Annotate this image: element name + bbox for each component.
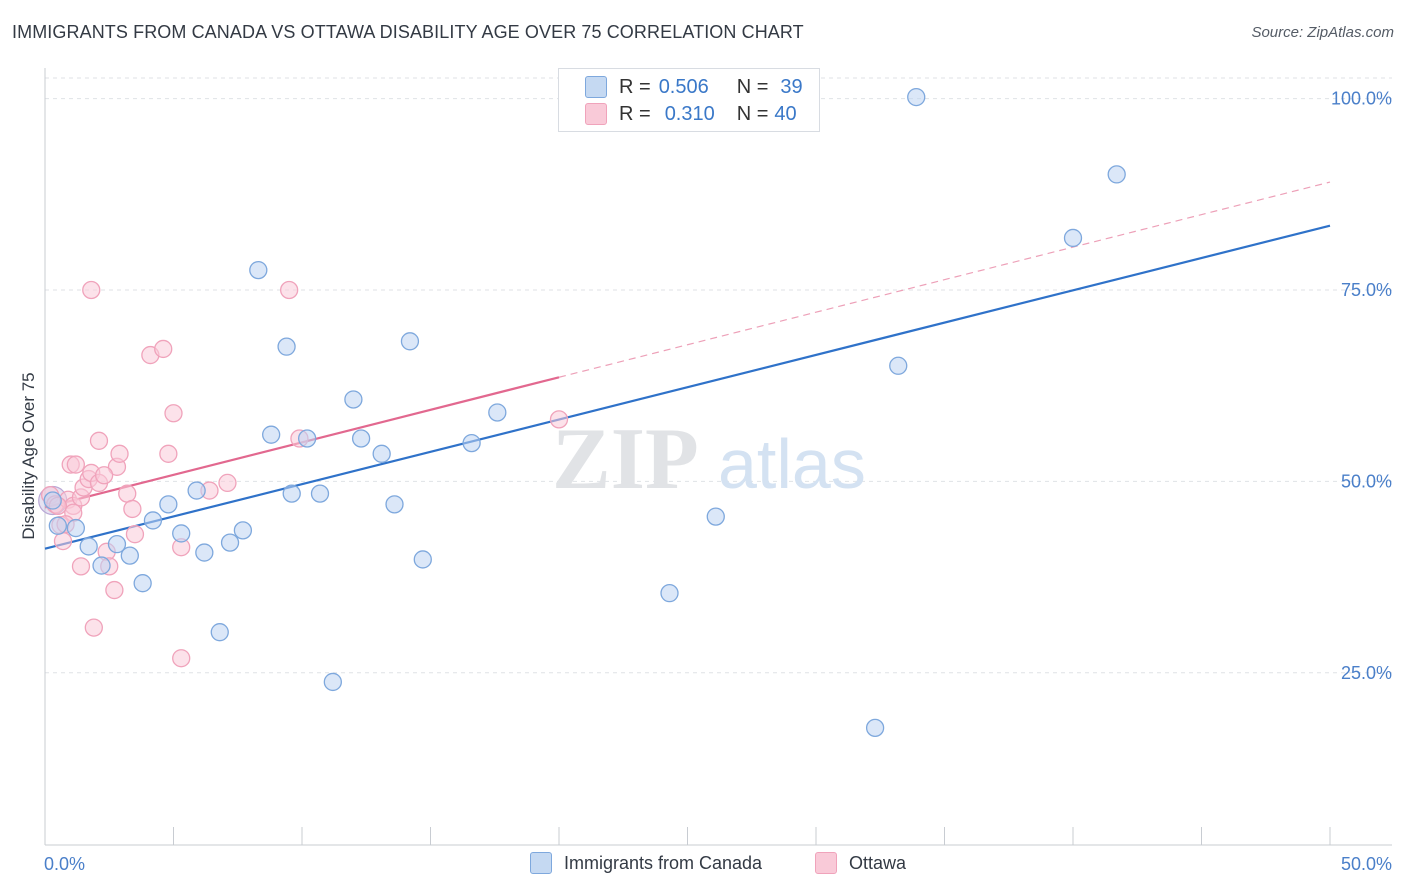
point-canada [323, 672, 342, 692]
point-ottawa [110, 444, 129, 463]
point-canada [172, 524, 191, 543]
x-tick-label: 50.0% [1341, 854, 1392, 874]
point-ottawa [89, 431, 109, 450]
point-ottawa [94, 466, 114, 485]
point-ottawa [164, 404, 183, 423]
point-canada [297, 429, 317, 448]
point-canada [233, 521, 253, 540]
point-canada [1063, 228, 1083, 248]
point-ottawa [53, 531, 73, 551]
point-canada [66, 518, 85, 538]
chart-source: Source: ZipAtlas.com [1251, 24, 1394, 41]
point-canada [310, 484, 330, 503]
trend-line-ottawa-extended [558, 181, 1331, 378]
trend-line-canada [44, 224, 1331, 550]
point-canada [107, 535, 127, 554]
point-canada [660, 583, 679, 603]
point-canada [351, 429, 371, 448]
point-ottawa [84, 618, 103, 637]
y-axis-label: Disability Age Over 75 [19, 372, 38, 539]
y-tick-label: 50.0% [1341, 471, 1392, 491]
point-canada [488, 403, 507, 422]
point-canada [1107, 165, 1126, 184]
legend-label-canada: Immigrants from Canada [564, 852, 763, 873]
legend-r-label: R = [619, 102, 651, 125]
legend-n-value-ottawa: 40 [774, 102, 797, 125]
point-canada [277, 337, 296, 356]
point-ottawa [172, 649, 191, 668]
point-canada [195, 543, 214, 562]
point-canada [282, 484, 301, 503]
axes [44, 68, 1392, 846]
point-canada [400, 332, 420, 351]
legend-swatch-canada [585, 76, 607, 98]
point-canada [48, 516, 67, 535]
point-canada [187, 481, 206, 500]
point-ottawa [154, 339, 173, 359]
point-ottawa [82, 280, 101, 300]
legend-swatch-canada [530, 852, 552, 874]
point-canada [92, 556, 111, 575]
point-canada [220, 533, 240, 552]
point-ottawa [218, 473, 237, 493]
gridlines [45, 77, 1392, 674]
legend-n-value-canada: 39 [780, 75, 803, 98]
legend-r-value-canada: 0.506 [658, 75, 709, 98]
point-canada [159, 495, 178, 514]
point-canada [907, 87, 926, 107]
point-ottawa [279, 280, 299, 300]
data-points [38, 87, 1126, 738]
point-canada [249, 260, 268, 280]
y-tick-label: 75.0% [1341, 280, 1392, 300]
legend-r-value-ottawa: 0.310 [664, 102, 715, 125]
watermark: ZIP atlas [552, 411, 866, 508]
point-canada [372, 444, 391, 463]
legend-row-canada: R = 0.506 N = 39 [585, 74, 803, 100]
point-canada [120, 546, 139, 565]
watermark-zip: ZIP [552, 411, 699, 508]
legend-item-canada: Immigrants from Canada [530, 852, 762, 874]
point-canada [385, 495, 404, 514]
chart-title: IMMIGRANTS FROM CANADA VS OTTAWA DISABIL… [12, 22, 804, 42]
point-canada [413, 550, 432, 569]
legend-item-ottawa: Ottawa [815, 852, 906, 874]
watermark-atlas: atlas [718, 425, 866, 503]
point-canada [133, 574, 152, 593]
tick-labels: 25.0% 50.0% 75.0% 100.0% 0.0% 50.0% Disability… [19, 89, 1392, 874]
y-tick-label: 100.0% [1331, 89, 1392, 109]
legend-r-label: R = [619, 75, 651, 98]
point-ottawa [105, 580, 124, 600]
point-canada [210, 623, 229, 642]
point-canada [262, 425, 281, 444]
point-ottawa [159, 444, 178, 463]
point-ottawa [123, 499, 142, 519]
point-ottawa [118, 484, 137, 503]
legend-swatch-ottawa [815, 852, 837, 874]
legend-row-ottawa: R = 0.310 N = 40 [585, 101, 797, 127]
point-canada [143, 511, 163, 530]
y-tick-label: 25.0% [1341, 663, 1392, 683]
point-ottawa [125, 525, 145, 544]
legend-swatch-ottawa [585, 103, 607, 125]
x-tick-label: 0.0% [44, 854, 85, 874]
point-canada [462, 433, 481, 453]
point-ottawa [549, 410, 569, 429]
point-canada [344, 390, 363, 409]
legend-label-ottawa: Ottawa [849, 852, 907, 873]
legend-n-label: N = [736, 102, 769, 125]
point-canada [43, 491, 62, 510]
point-canada [706, 507, 725, 526]
point-canada [889, 356, 908, 375]
legend-n-label: N = [736, 75, 769, 98]
point-ottawa [66, 455, 85, 474]
point-canada [79, 537, 98, 556]
point-canada [865, 718, 885, 738]
stats-legend: R = 0.506 N = 39 R = 0.310 N = 40 [558, 68, 820, 132]
point-ottawa [71, 557, 91, 576]
